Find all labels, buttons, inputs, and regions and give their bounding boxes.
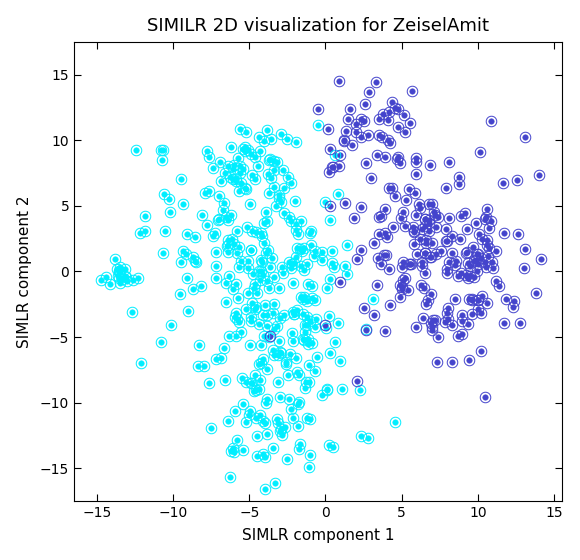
Title: SIMILR 2D visualization for ZeiselAmit: SIMILR 2D visualization for ZeiselAmit <box>147 17 489 35</box>
X-axis label: SIMLR component 1: SIMLR component 1 <box>242 528 394 543</box>
Y-axis label: SIMLR component 2: SIMLR component 2 <box>17 195 32 348</box>
